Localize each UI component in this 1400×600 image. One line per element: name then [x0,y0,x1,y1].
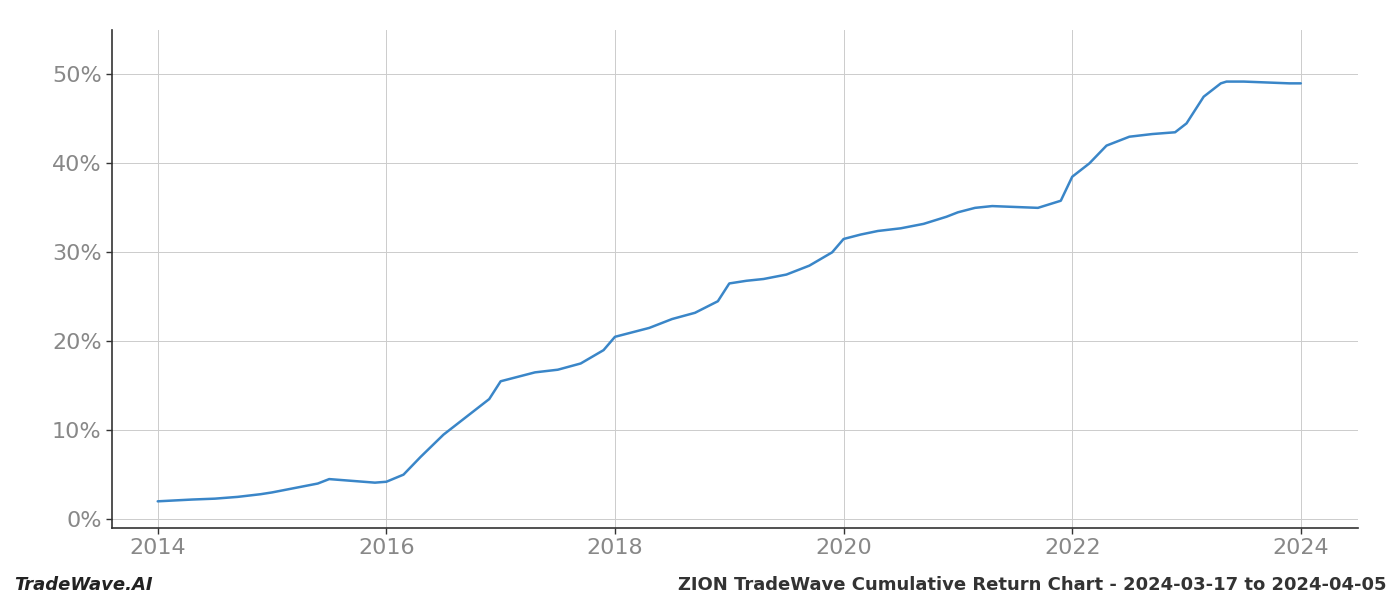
Text: TradeWave.AI: TradeWave.AI [14,576,153,594]
Text: ZION TradeWave Cumulative Return Chart - 2024-03-17 to 2024-04-05: ZION TradeWave Cumulative Return Chart -… [678,576,1386,594]
